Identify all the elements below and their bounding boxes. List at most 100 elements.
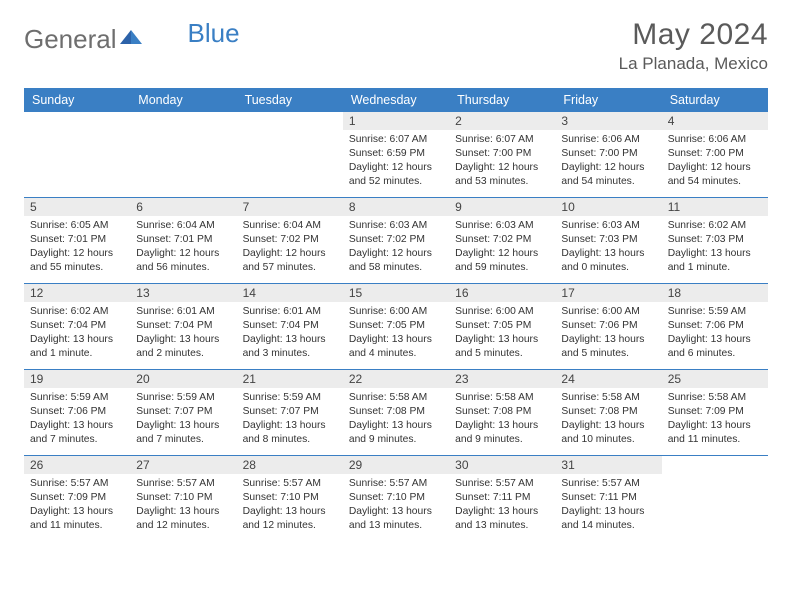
- day-details: Sunrise: 6:01 AMSunset: 7:04 PMDaylight:…: [243, 305, 337, 361]
- calendar-page: General Blue May 2024 La Planada, Mexico…: [0, 0, 792, 559]
- day-details: [668, 477, 762, 533]
- day-details: Sunrise: 6:06 AMSunset: 7:00 PMDaylight:…: [668, 133, 762, 189]
- day-details: [136, 133, 230, 189]
- day-number: [662, 456, 768, 474]
- page-header: General Blue May 2024 La Planada, Mexico: [24, 18, 768, 74]
- calendar-day-cell: 24Sunrise: 5:58 AMSunset: 7:08 PMDayligh…: [555, 370, 661, 455]
- weekday-header: Monday: [130, 88, 236, 112]
- weekday-header: Wednesday: [343, 88, 449, 112]
- calendar-day-cell: 21Sunrise: 5:59 AMSunset: 7:07 PMDayligh…: [237, 370, 343, 455]
- calendar-week-row: 1 Sunrise: 6:07 AMSunset: 6:59 PMDaylight…: [24, 112, 768, 197]
- day-number: 31: [555, 456, 661, 474]
- day-number: 20: [130, 370, 236, 388]
- day-details: Sunrise: 6:03 AMSunset: 7:03 PMDaylight:…: [561, 219, 655, 275]
- day-details: Sunrise: 5:57 AMSunset: 7:10 PMDaylight:…: [243, 477, 337, 533]
- calendar-day-cell: 3Sunrise: 6:06 AMSunset: 7:00 PMDaylight…: [555, 112, 661, 197]
- day-number: 13: [130, 284, 236, 302]
- day-number: 16: [449, 284, 555, 302]
- calendar-day-cell: 12 Sunrise: 6:02 AMSunset: 7:04 PMDayligh…: [24, 284, 130, 369]
- day-details: Sunrise: 5:59 AMSunset: 7:06 PMDaylight:…: [668, 305, 762, 361]
- day-details: Sunrise: 5:58 AMSunset: 7:08 PMDaylight:…: [455, 391, 549, 447]
- calendar-day-cell: 8 Sunrise: 6:03 AMSunset: 7:02 PMDaylight…: [343, 198, 449, 283]
- weekday-header-row: Sunday Monday Tuesday Wednesday Thursday…: [24, 88, 768, 112]
- calendar-week-row: 19Sunrise: 5:59 AMSunset: 7:06 PMDayligh…: [24, 369, 768, 455]
- calendar-day-cell: 31 Sunrise: 5:57 AMSunset: 7:11 PMDayligh…: [555, 456, 661, 541]
- calendar-day-cell: [662, 456, 768, 541]
- day-details: Sunrise: 6:03 AMSunset: 7:02 PMDaylight:…: [455, 219, 549, 275]
- day-details: Sunrise: 6:03 AMSunset: 7:02 PMDaylight:…: [349, 219, 443, 275]
- day-details: Sunrise: 6:04 AMSunset: 7:01 PMDaylight:…: [136, 219, 230, 275]
- day-number: 12: [24, 284, 130, 302]
- day-details: Sunrise: 5:57 AMSunset: 7:09 PMDaylight:…: [30, 477, 124, 533]
- day-details: Sunrise: 5:59 AMSunset: 7:06 PMDaylight:…: [30, 391, 124, 447]
- calendar-day-cell: 9 Sunrise: 6:03 AMSunset: 7:02 PMDaylight…: [449, 198, 555, 283]
- calendar-week-row: 26Sunrise: 5:57 AMSunset: 7:09 PMDayligh…: [24, 455, 768, 541]
- day-number: 22: [343, 370, 449, 388]
- day-number: 4: [662, 112, 768, 130]
- weekday-header: Tuesday: [237, 88, 343, 112]
- calendar-day-cell: 4 Sunrise: 6:06 AMSunset: 7:00 PMDaylight…: [662, 112, 768, 197]
- day-number: 14: [237, 284, 343, 302]
- day-details: Sunrise: 6:07 AMSunset: 6:59 PMDaylight:…: [349, 133, 443, 189]
- day-number: 2: [449, 112, 555, 130]
- day-number: 30: [449, 456, 555, 474]
- day-number: 28: [237, 456, 343, 474]
- day-details: Sunrise: 6:04 AMSunset: 7:02 PMDaylight:…: [243, 219, 337, 275]
- day-number: [237, 112, 343, 130]
- calendar-day-cell: 30 Sunrise: 5:57 AMSunset: 7:11 PMDayligh…: [449, 456, 555, 541]
- calendar-day-cell: [237, 112, 343, 197]
- calendar-day-cell: 22 Sunrise: 5:58 AMSunset: 7:08 PMDayligh…: [343, 370, 449, 455]
- day-details: Sunrise: 6:06 AMSunset: 7:00 PMDaylight:…: [561, 133, 655, 189]
- weeks-container: 1 Sunrise: 6:07 AMSunset: 6:59 PMDaylight…: [24, 112, 768, 541]
- calendar-day-cell: 15Sunrise: 6:00 AMSunset: 7:05 PMDayligh…: [343, 284, 449, 369]
- weekday-header: Sunday: [24, 88, 130, 112]
- calendar-day-cell: 2 Sunrise: 6:07 AMSunset: 7:00 PMDaylight…: [449, 112, 555, 197]
- day-number: 29: [343, 456, 449, 474]
- day-number: 17: [555, 284, 661, 302]
- calendar-week-row: 5 Sunrise: 6:05 AMSunset: 7:01 PMDaylight…: [24, 197, 768, 283]
- calendar-day-cell: 1 Sunrise: 6:07 AMSunset: 6:59 PMDaylight…: [343, 112, 449, 197]
- calendar-day-cell: 26Sunrise: 5:57 AMSunset: 7:09 PMDayligh…: [24, 456, 130, 541]
- brand-text-1: General: [24, 24, 117, 55]
- day-details: Sunrise: 5:57 AMSunset: 7:11 PMDaylight:…: [561, 477, 655, 533]
- calendar-day-cell: 17 Sunrise: 6:00 AMSunset: 7:06 PMDayligh…: [555, 284, 661, 369]
- day-number: 5: [24, 198, 130, 216]
- day-details: Sunrise: 5:58 AMSunset: 7:08 PMDaylight:…: [349, 391, 443, 447]
- day-details: Sunrise: 6:02 AMSunset: 7:04 PMDaylight:…: [30, 305, 124, 361]
- title-block: May 2024 La Planada, Mexico: [619, 18, 768, 74]
- calendar-day-cell: [130, 112, 236, 197]
- day-details: Sunrise: 5:57 AMSunset: 7:11 PMDaylight:…: [455, 477, 549, 533]
- calendar-day-cell: 10 Sunrise: 6:03 AMSunset: 7:03 PMDayligh…: [555, 198, 661, 283]
- calendar-day-cell: 23 Sunrise: 5:58 AMSunset: 7:08 PMDayligh…: [449, 370, 555, 455]
- day-number: 11: [662, 198, 768, 216]
- day-details: Sunrise: 6:00 AMSunset: 7:05 PMDaylight:…: [455, 305, 549, 361]
- day-details: Sunrise: 5:59 AMSunset: 7:07 PMDaylight:…: [243, 391, 337, 447]
- brand-text-2: Blue: [188, 18, 240, 49]
- day-details: Sunrise: 6:00 AMSunset: 7:06 PMDaylight:…: [561, 305, 655, 361]
- day-number: 10: [555, 198, 661, 216]
- day-number: 8: [343, 198, 449, 216]
- calendar-day-cell: 20Sunrise: 5:59 AMSunset: 7:07 PMDayligh…: [130, 370, 236, 455]
- day-number: 1: [343, 112, 449, 130]
- day-number: 23: [449, 370, 555, 388]
- day-number: 24: [555, 370, 661, 388]
- calendar-day-cell: 16 Sunrise: 6:00 AMSunset: 7:05 PMDayligh…: [449, 284, 555, 369]
- brand-triangle-icon: [120, 28, 142, 51]
- day-number: 27: [130, 456, 236, 474]
- day-number: 18: [662, 284, 768, 302]
- day-details: Sunrise: 6:01 AMSunset: 7:04 PMDaylight:…: [136, 305, 230, 361]
- day-number: 9: [449, 198, 555, 216]
- day-number: [130, 112, 236, 130]
- day-details: Sunrise: 6:07 AMSunset: 7:00 PMDaylight:…: [455, 133, 549, 189]
- day-number: 15: [343, 284, 449, 302]
- calendar-week-row: 12 Sunrise: 6:02 AMSunset: 7:04 PMDayligh…: [24, 283, 768, 369]
- calendar-day-cell: 18 Sunrise: 5:59 AMSunset: 7:06 PMDayligh…: [662, 284, 768, 369]
- day-details: Sunrise: 6:02 AMSunset: 7:03 PMDaylight:…: [668, 219, 762, 275]
- weekday-header: Saturday: [662, 88, 768, 112]
- day-number: 6: [130, 198, 236, 216]
- calendar-day-cell: [24, 112, 130, 197]
- month-title: May 2024: [619, 18, 768, 52]
- calendar-day-cell: 29Sunrise: 5:57 AMSunset: 7:10 PMDayligh…: [343, 456, 449, 541]
- day-details: Sunrise: 6:05 AMSunset: 7:01 PMDaylight:…: [30, 219, 124, 275]
- calendar-grid: Sunday Monday Tuesday Wednesday Thursday…: [24, 88, 768, 541]
